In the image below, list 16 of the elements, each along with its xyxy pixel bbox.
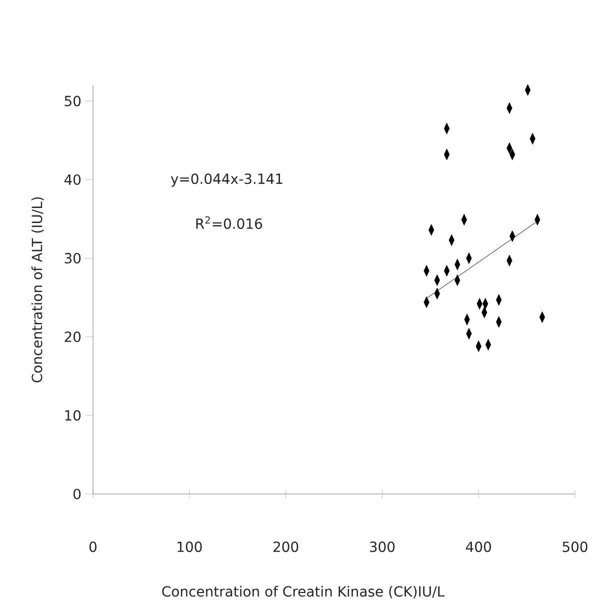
x-tick-label: 200	[274, 542, 298, 552]
x-tick-label: 500	[562, 542, 588, 552]
y-tick-label: 10	[65, 410, 81, 421]
y-tick-label: 20	[64, 332, 81, 342]
y-tick-label: 50	[64, 96, 81, 106]
x-tick-label: 0	[89, 542, 97, 552]
annotation: R$^{2}$=0.016	[196, 216, 262, 229]
x-tick-label: 300	[370, 542, 395, 552]
x-tick-label: 400	[466, 542, 491, 552]
y-tick-label: 30	[64, 252, 81, 264]
y-tick-label: 0	[74, 488, 81, 500]
x-axis-title: Concentration of Creatin Kinase (CK)IU/L	[162, 586, 445, 598]
y-axis-title: Concentration of ALT (IU/L)	[31, 197, 44, 382]
x-tick-label: 100	[178, 542, 202, 552]
y-tick-label: 40	[64, 174, 81, 185]
annotation: y=0.044x-3.141	[170, 173, 282, 187]
